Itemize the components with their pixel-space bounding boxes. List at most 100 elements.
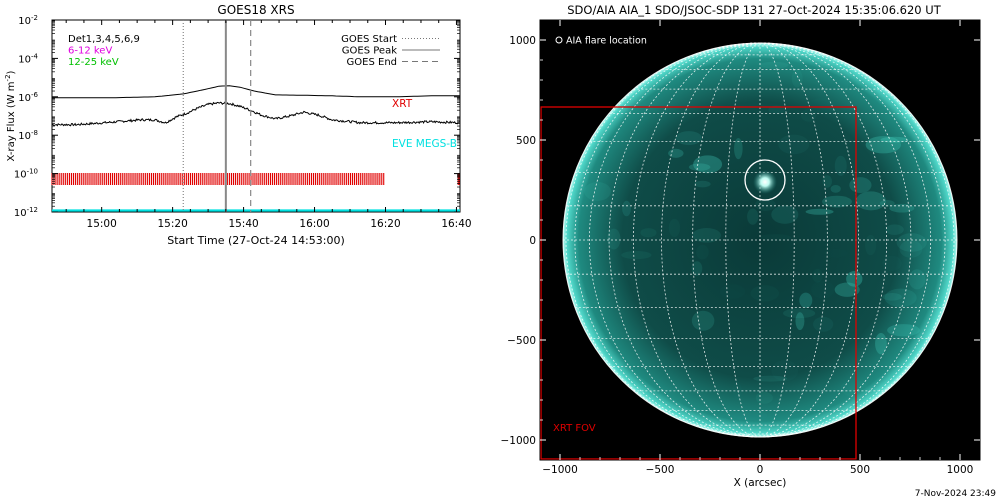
coronal-feature xyxy=(771,205,799,224)
coronal-feature xyxy=(899,240,923,258)
coronal-feature xyxy=(747,208,759,225)
aia-y-tick-label: 0 xyxy=(529,235,536,247)
xrt-fov-label: XRT FOV xyxy=(553,423,596,434)
coronal-feature xyxy=(855,191,886,211)
goes-y-tick-label: 10-6 xyxy=(18,91,38,104)
coronal-feature xyxy=(824,249,848,258)
solar-longitude-line xyxy=(574,42,761,438)
coronal-feature xyxy=(799,292,813,309)
goes-x-tick-label: 16:20 xyxy=(370,218,400,230)
coronal-feature xyxy=(778,134,810,155)
coronal-feature xyxy=(880,136,909,143)
coronal-feature xyxy=(805,208,834,215)
goes-y-axis-label: X-ray Flux (W m-2) xyxy=(4,70,17,161)
coronal-feature xyxy=(732,411,768,420)
coronal-feature xyxy=(688,163,711,171)
aia-x-axis-label: X (arcsec) xyxy=(734,477,787,489)
aia-x-tick-label: 1000 xyxy=(947,464,974,476)
solar-longitude-line xyxy=(759,42,828,438)
coronal-feature xyxy=(734,138,743,160)
coronal-feature xyxy=(840,379,868,397)
coronal-feature xyxy=(693,155,723,174)
coronal-feature xyxy=(887,324,920,337)
coronal-feature xyxy=(896,233,927,252)
coronal-feature xyxy=(834,155,847,176)
solar-longitude-line xyxy=(759,42,887,438)
goes-chart-title: GOES18 XRS xyxy=(217,3,294,17)
aia-image-title: SDO/AIA AIA_1 SDO/JSOC-SDP 131 27-Oct-20… xyxy=(567,3,941,17)
goes-y-tick-label: 10-12 xyxy=(14,206,38,219)
solar-longitude-line xyxy=(725,42,761,438)
coronal-feature xyxy=(882,293,902,301)
coronal-feature xyxy=(791,69,803,88)
aia-x-tick-label: 0 xyxy=(757,464,764,476)
coronal-feature xyxy=(622,200,632,217)
solar-longitude-line xyxy=(759,42,912,438)
goes-x-tick-label: 15:00 xyxy=(87,218,117,230)
coronal-feature xyxy=(885,224,904,235)
xrt-annotation: XRT xyxy=(392,98,413,110)
solar-longitude-line xyxy=(759,42,859,438)
goes-legend-left-entry: 12-25 keV xyxy=(68,57,119,68)
coronal-feature xyxy=(864,234,877,256)
coronal-feature xyxy=(691,310,715,331)
aia-y-tick-label: −500 xyxy=(507,335,536,347)
goes-y-tick-label: 10-2 xyxy=(18,14,38,27)
goes-x-tick-label: 16:00 xyxy=(299,218,329,230)
aia-legend-label: AIA flare location xyxy=(566,36,647,47)
solar-longitude-line xyxy=(759,42,795,438)
goes-xrs-panel: GOES18 XRS 15:00 15:20 15:40 16:00 16:20 16:4… xyxy=(4,3,472,247)
coronal-feature xyxy=(884,288,917,308)
solar-longitude-line xyxy=(759,42,946,438)
goes-plot-frame xyxy=(51,19,461,213)
goes-short-channel-line xyxy=(51,101,461,127)
coronal-feature xyxy=(753,375,788,382)
coronal-feature xyxy=(668,148,684,158)
footer-timestamp: 7-Nov-2024 23:49 xyxy=(915,489,997,499)
coronal-feature xyxy=(584,181,612,201)
coronal-feature xyxy=(759,61,789,69)
solar-longitude-line xyxy=(692,42,761,438)
aia-flare-location-circle xyxy=(744,159,786,201)
coronal-feature xyxy=(800,108,817,122)
solar-longitude-line xyxy=(661,42,761,438)
coronal-feature xyxy=(621,250,652,260)
goes-legend-left-entry: Det1,3,4,5,6,9 xyxy=(68,34,140,45)
coronal-feature xyxy=(694,180,711,188)
coronal-feature xyxy=(720,284,745,299)
aia-x-tick-label: −1000 xyxy=(542,464,578,476)
legend-circle-icon xyxy=(555,36,563,44)
aia-image-panel: SDO/AIA AIA_1 SDO/JSOC-SDP 131 27-Oct-20… xyxy=(500,3,996,499)
coronal-feature xyxy=(640,228,657,238)
coronal-feature xyxy=(750,285,780,302)
xrt-fov-box xyxy=(540,106,857,460)
solar-longitude-line xyxy=(759,42,931,438)
goes-legend-right-entry: GOES Peak xyxy=(342,46,397,57)
coronal-feature xyxy=(879,200,895,207)
aia-x-tick-label: 500 xyxy=(850,464,870,476)
coronal-feature xyxy=(732,381,741,399)
coronal-feature xyxy=(771,360,798,381)
goes-legend-right-entry: GOES Start xyxy=(341,34,397,45)
coronal-feature xyxy=(783,308,816,319)
goes-x-tick-label: 15:40 xyxy=(228,218,258,230)
coronal-feature xyxy=(755,392,773,404)
solar-limb xyxy=(562,42,958,438)
coronal-feature xyxy=(739,71,751,91)
coronal-feature xyxy=(759,234,792,241)
solar-longitude-line xyxy=(759,42,955,438)
goes-x-axis-label: Start Time (27-Oct-24 14:53:00) xyxy=(167,234,345,247)
coronal-feature xyxy=(811,280,834,298)
eve-megs-b-annotation: EVE MEGS-B xyxy=(392,138,457,150)
flare-brightening xyxy=(753,170,777,194)
coronal-feature xyxy=(691,261,703,276)
coronal-feature xyxy=(692,228,721,243)
goes-long-channel-line xyxy=(52,85,460,99)
goes-y-tick-label: 10-10 xyxy=(14,168,38,181)
coronal-feature xyxy=(846,271,863,287)
coronal-feature xyxy=(675,131,702,146)
coronal-feature xyxy=(696,244,709,260)
coronal-feature xyxy=(812,268,823,283)
aia-y-tick-label: 500 xyxy=(516,135,536,147)
solar-longitude-line xyxy=(565,42,761,438)
